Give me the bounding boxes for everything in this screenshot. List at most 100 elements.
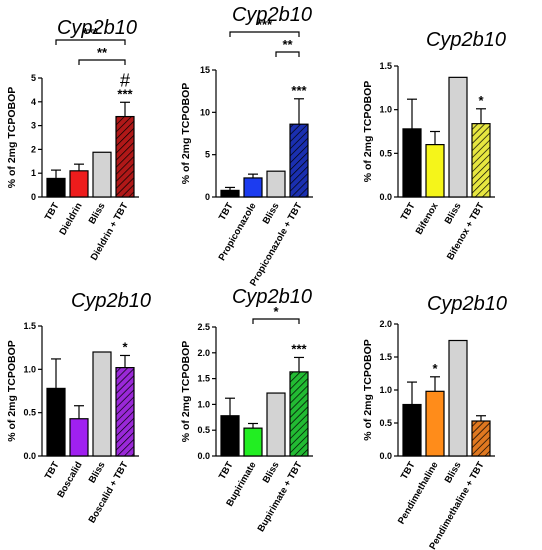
y-tick-label: 1.5 bbox=[379, 352, 392, 362]
y-tick-label: 1.5 bbox=[197, 374, 210, 384]
bar-bliss bbox=[266, 170, 286, 198]
bar-pendimethaline-tbt bbox=[471, 420, 491, 457]
chart-title: Cyp2b10 bbox=[57, 17, 137, 39]
y-tick-label: 2.5 bbox=[197, 322, 210, 332]
y-axis-label: % of 2mg TCPOBOP bbox=[6, 87, 18, 189]
x-category-label: TBT bbox=[43, 460, 62, 482]
chart-panel-5: Cyp2b10 % of 2mg TCPOBOP 0.0 0.5 1.0 1.5 2.0 2.… bbox=[180, 286, 313, 534]
y-tick-label: 2.0 bbox=[379, 319, 392, 329]
y-tick-label: 0.5 bbox=[197, 425, 210, 435]
y-tick-label: 5 bbox=[205, 150, 210, 160]
y-axis-label: % of 2mg TCPOBOP bbox=[362, 81, 374, 183]
bracket-label: ** bbox=[97, 45, 108, 60]
x-category-label: Bliss bbox=[443, 460, 464, 485]
significance-label: *** bbox=[291, 83, 307, 98]
y-tick-label: 4 bbox=[31, 97, 36, 107]
y-tick-label: 5 bbox=[31, 73, 36, 83]
bar-boscalid bbox=[69, 418, 89, 457]
x-category-label: Bupirimate + TBT bbox=[256, 460, 305, 534]
chart-title: Cyp2b10 bbox=[71, 290, 151, 312]
y-tick-label: 10 bbox=[200, 107, 210, 117]
bar-bliss bbox=[448, 76, 468, 198]
bar-tbt bbox=[402, 128, 422, 198]
bar-propiconazole-tbt bbox=[289, 123, 309, 198]
y-axis-label: % of 2mg TCPOBOP bbox=[6, 340, 18, 442]
x-category-label: Bliss bbox=[87, 201, 108, 226]
bar-bupirimate-tbt bbox=[289, 371, 309, 457]
y-tick-label: 0.0 bbox=[379, 192, 392, 202]
y-tick-label: 1.5 bbox=[379, 61, 392, 71]
significance-label: *** bbox=[117, 86, 133, 101]
bar-bifenox bbox=[425, 144, 445, 198]
y-tick-label: 1.0 bbox=[197, 399, 210, 409]
y-tick-label: 0.0 bbox=[23, 451, 36, 461]
bar-bliss bbox=[92, 351, 112, 457]
x-category-label: Bliss bbox=[261, 460, 282, 485]
y-tick-label: 1.5 bbox=[23, 321, 36, 331]
x-category-label: TBT bbox=[399, 460, 418, 482]
bar-propiconazole bbox=[243, 177, 263, 198]
x-category-label: TBT bbox=[399, 201, 418, 223]
y-tick-label: 0.0 bbox=[197, 451, 210, 461]
bar-bliss bbox=[448, 339, 468, 457]
chart-panel-1: Cyp2b10 % of 2mg TCPOBOP 0 1 2 3 4 5 TBTDieldrin… bbox=[6, 17, 139, 263]
y-tick-label: 0 bbox=[31, 192, 36, 202]
bar-tbt bbox=[46, 177, 66, 198]
bracket-label: * bbox=[273, 304, 279, 319]
y-tick-label: 0.5 bbox=[379, 418, 392, 428]
y-tick-label: 0.5 bbox=[379, 148, 392, 158]
hash-mark: # bbox=[120, 70, 130, 90]
x-category-label: Dieldrin bbox=[57, 201, 84, 237]
bracket-label: *** bbox=[257, 17, 273, 32]
bar-tbt bbox=[220, 415, 240, 457]
bar-tbt bbox=[46, 387, 66, 457]
chart-panel-4: Cyp2b10% of 2mg TCPOBOP0.00.51.01.5TBTBo… bbox=[6, 290, 151, 525]
significance-label: * bbox=[122, 339, 128, 354]
bar-tbt bbox=[402, 403, 422, 457]
y-tick-label: 0.5 bbox=[23, 408, 36, 418]
x-category-label: Bliss bbox=[443, 201, 464, 226]
comparison-bracket bbox=[275, 51, 300, 57]
bar-boscalid-tbt bbox=[115, 367, 135, 457]
chart-title: Cyp2b10 bbox=[232, 4, 312, 26]
comparison-bracket bbox=[78, 59, 126, 65]
y-tick-label: 2.0 bbox=[197, 348, 210, 358]
y-axis-label: % of 2mg TCPOBOP bbox=[362, 339, 374, 441]
chart-title: Cyp2b10 bbox=[232, 286, 312, 308]
x-category-label: Bliss bbox=[261, 201, 282, 226]
bar-bifenox-tbt bbox=[471, 123, 491, 198]
x-category-label: Bifenox bbox=[414, 200, 441, 236]
y-tick-label: 1.0 bbox=[23, 364, 36, 374]
y-tick-label: 2 bbox=[31, 144, 36, 154]
bar-tbt bbox=[220, 189, 240, 198]
bar-dieldrin-tbt bbox=[115, 115, 135, 198]
x-category-label: TBT bbox=[43, 201, 62, 223]
y-tick-label: 0.0 bbox=[379, 451, 392, 461]
x-category-label: TBT bbox=[217, 201, 236, 223]
bar-bliss bbox=[92, 151, 112, 198]
y-tick-label: 1.0 bbox=[379, 105, 392, 115]
bar-bupirimate bbox=[243, 427, 263, 457]
bracket-label: *** bbox=[83, 25, 99, 40]
x-category-label: Bliss bbox=[87, 460, 108, 485]
bracket-label: ** bbox=[282, 37, 293, 52]
comparison-bracket bbox=[229, 31, 300, 37]
y-axis-label: % of 2mg TCPOBOP bbox=[180, 341, 192, 443]
y-tick-label: 15 bbox=[200, 65, 210, 75]
chart-title: Cyp2b10 bbox=[426, 29, 506, 51]
chart-panel-3: Cyp2b10 % of 2mg TCPOBOP 0.0 0.5 1.0 1.5 TBTBi… bbox=[362, 29, 506, 262]
chart-panel-2: Cyp2b10% of 2mg TCPOBOP051015TBTPropicon… bbox=[180, 4, 313, 288]
significance-label: * bbox=[432, 361, 438, 376]
x-category-label: TBT bbox=[217, 460, 236, 482]
bar-dieldrin bbox=[69, 170, 89, 198]
y-tick-label: 0 bbox=[205, 192, 210, 202]
y-tick-label: 3 bbox=[31, 121, 36, 131]
comparison-bracket bbox=[55, 39, 126, 45]
bar-pendimethaline bbox=[425, 390, 445, 457]
significance-label: * bbox=[478, 93, 484, 108]
bar-bliss bbox=[266, 392, 286, 457]
significance-label: *** bbox=[291, 341, 307, 356]
y-axis-label: % of 2mg TCPOBOP bbox=[180, 83, 192, 185]
y-tick-label: 1 bbox=[31, 168, 36, 178]
